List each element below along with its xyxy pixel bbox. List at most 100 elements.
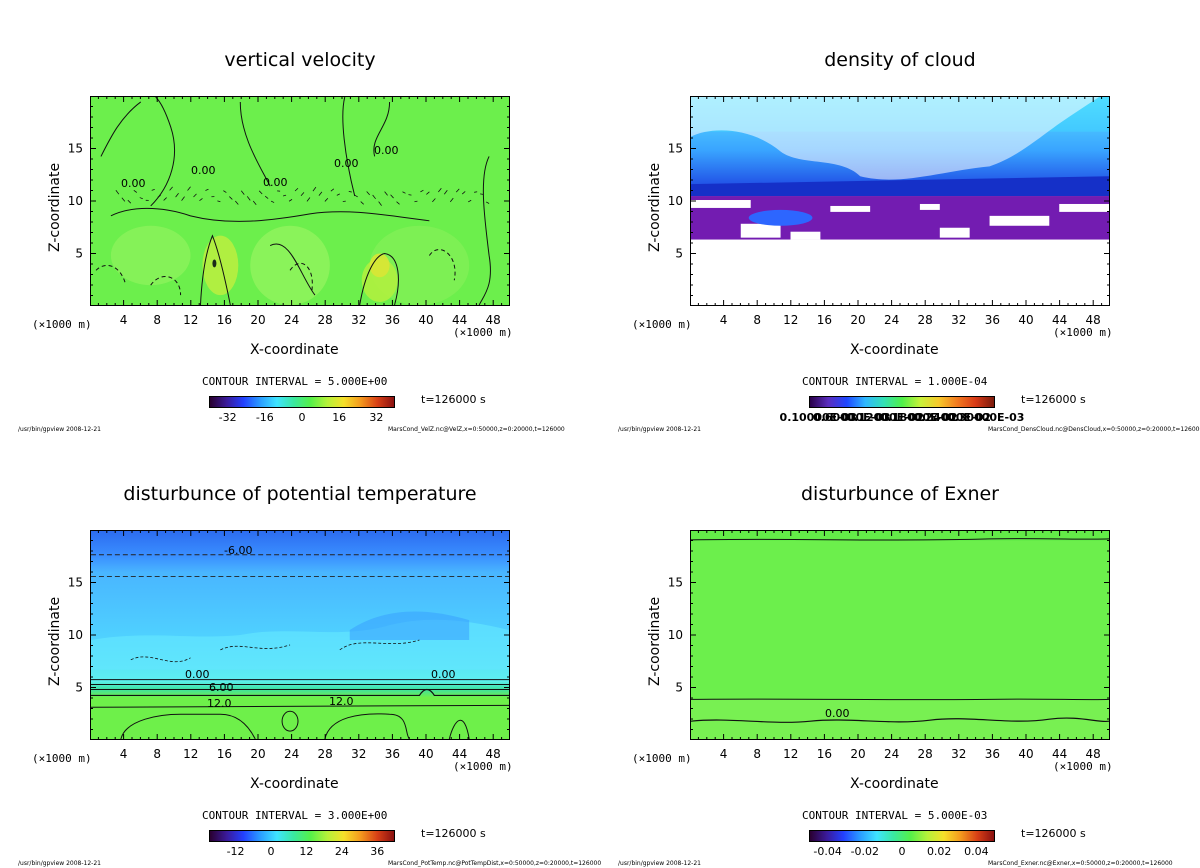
colorbar-tick-label: 0.24000E-02	[913, 411, 991, 424]
contour-value-label: 0.00	[121, 177, 146, 190]
colorbar	[809, 396, 995, 408]
x-unit-right: (×1000 m)	[453, 326, 513, 339]
y-tick-label: 10	[68, 194, 83, 208]
cloud-gap	[939, 227, 970, 238]
colorbar-tick-label: 0.30000E-03	[946, 411, 1025, 424]
contour-line	[478, 156, 491, 305]
contour-interval: CONTOUR INTERVAL = 5.000E-03	[802, 809, 988, 822]
contour-value-label: 12.0	[329, 695, 354, 708]
x-tick-label: 36	[985, 747, 1000, 761]
contour-line	[91, 704, 509, 708]
contour-line-dashed	[95, 264, 127, 286]
x-tick-label: 8	[753, 313, 761, 327]
contour-line	[269, 243, 316, 296]
contour-line	[150, 97, 175, 207]
x-unit-left: (×1000 m)	[32, 318, 92, 331]
contour-line	[239, 101, 271, 187]
colorbar-labels: -12 0 12 24 36	[209, 845, 395, 859]
x-tick-label: 32	[951, 747, 966, 761]
x-tick-label: 48	[1086, 747, 1101, 761]
contour-line	[448, 719, 470, 739]
x-tick-label: 24	[284, 747, 299, 761]
field-blob	[250, 225, 330, 305]
contour-line-dashed	[130, 639, 420, 663]
contour-line	[691, 717, 1109, 723]
field-blob	[110, 225, 191, 286]
field-svg	[91, 97, 509, 305]
x-tick-label: 4	[120, 747, 128, 761]
field-core	[212, 259, 217, 268]
x-unit-right: (×1000 m)	[453, 760, 513, 773]
y-tick-label: 15	[668, 142, 683, 156]
footer-source: MarsCond_VelZ.nc@VelZ,x=0:50000,z=0:2000…	[388, 426, 565, 433]
colorbar-tick-label: 0	[898, 845, 906, 858]
contour-line	[342, 97, 356, 197]
field-blob	[202, 235, 239, 296]
x-tick-label: 44	[1052, 747, 1067, 761]
x-tick-label: 28	[918, 313, 933, 327]
cloud-clear-region	[691, 97, 1100, 180]
colorbar-labels: -32 -16 0 16 32	[209, 411, 395, 425]
x-tick-label: 16	[817, 747, 832, 761]
contour-interval: CONTOUR INTERVAL = 3.000E+00	[202, 809, 388, 822]
cloud-gap	[691, 200, 751, 208]
x-tick-label: 28	[318, 747, 333, 761]
colorbar	[809, 830, 995, 842]
plot-area: 0.00	[690, 530, 1110, 740]
x-tick-label: 20	[850, 747, 865, 761]
x-tick-label: 44	[452, 747, 467, 761]
y-tick-label: 5	[675, 681, 683, 695]
x-tick-label: 24	[884, 313, 899, 327]
time-label: t=126000 s	[1021, 827, 1086, 840]
x-tick-label: 28	[318, 313, 333, 327]
x-tick-label: 36	[985, 313, 1000, 327]
x-tick-label: 48	[1086, 313, 1101, 327]
contour-line	[91, 688, 509, 697]
contour-value-label: 0.00	[374, 144, 399, 157]
field-svg	[91, 531, 509, 739]
x-tick-label: 40	[1018, 313, 1033, 327]
field-svg	[691, 531, 1109, 739]
footer-program: /usr/bin/gpview 2008-12-21	[18, 426, 101, 433]
field-blob	[369, 253, 390, 278]
colorbar-tick-label: 0	[298, 411, 306, 424]
cloud-gap	[830, 205, 871, 212]
contour-value-label: 0.00	[191, 164, 216, 177]
footer-program: /usr/bin/gpview 2008-12-21	[618, 426, 701, 433]
y-tick-label: 10	[668, 194, 683, 208]
colorbar-labels: -0.04 -0.02 0 0.02 0.04	[809, 845, 995, 859]
colorbar-tick-label: -0.02	[850, 845, 880, 858]
x-axis-label: X-coordinate	[850, 776, 939, 792]
x-tick-label: 32	[351, 313, 366, 327]
colorbar-tick-label: 0.60000E-03	[813, 411, 891, 424]
chart-title: disturbunce of Exner	[800, 483, 999, 505]
colorbar-labels: 0.10000E-03 0.60000E-03 0.12000E-02 0.18000…	[780, 411, 1025, 425]
contour-line	[281, 710, 299, 732]
cloud-core	[748, 209, 813, 226]
y-tick-label: 5	[75, 247, 83, 261]
cloud-gap	[790, 231, 821, 240]
x-tick-label: 36	[385, 747, 400, 761]
contour-line-dashed	[150, 276, 182, 296]
chart-title: disturbunce of potential temperature	[123, 483, 477, 505]
contour-value-label: 6.00	[209, 681, 234, 694]
x-tick-label: 44	[1052, 313, 1067, 327]
contour-line	[324, 713, 410, 739]
x-tick-label: 8	[153, 747, 161, 761]
y-axis-label: Z-coordinate	[647, 162, 663, 252]
footer-program: /usr/bin/gpview 2008-12-21	[618, 860, 701, 867]
noisy-contours	[115, 186, 490, 206]
y-tick-label: 10	[68, 628, 83, 642]
contour-interval: CONTOUR INTERVAL = 1.000E-04	[802, 375, 988, 388]
contour-value-label: -6.00	[224, 544, 253, 557]
contour-line	[199, 234, 231, 305]
y-tick-label: 5	[75, 681, 83, 695]
colorbar-tick-label: 12	[299, 845, 314, 858]
x-unit-left: (×1000 m)	[632, 318, 692, 331]
chart-title: density of cloud	[824, 49, 976, 71]
x-tick-label: 40	[1018, 747, 1033, 761]
x-tick-label: 4	[720, 747, 728, 761]
footer-source: MarsCond_Exner.nc@Exner,x=0:50000,z=0:20…	[988, 860, 1173, 867]
contour-value-label: 0.00	[263, 176, 288, 189]
colorbar-tick-label: -0.04	[813, 845, 842, 858]
